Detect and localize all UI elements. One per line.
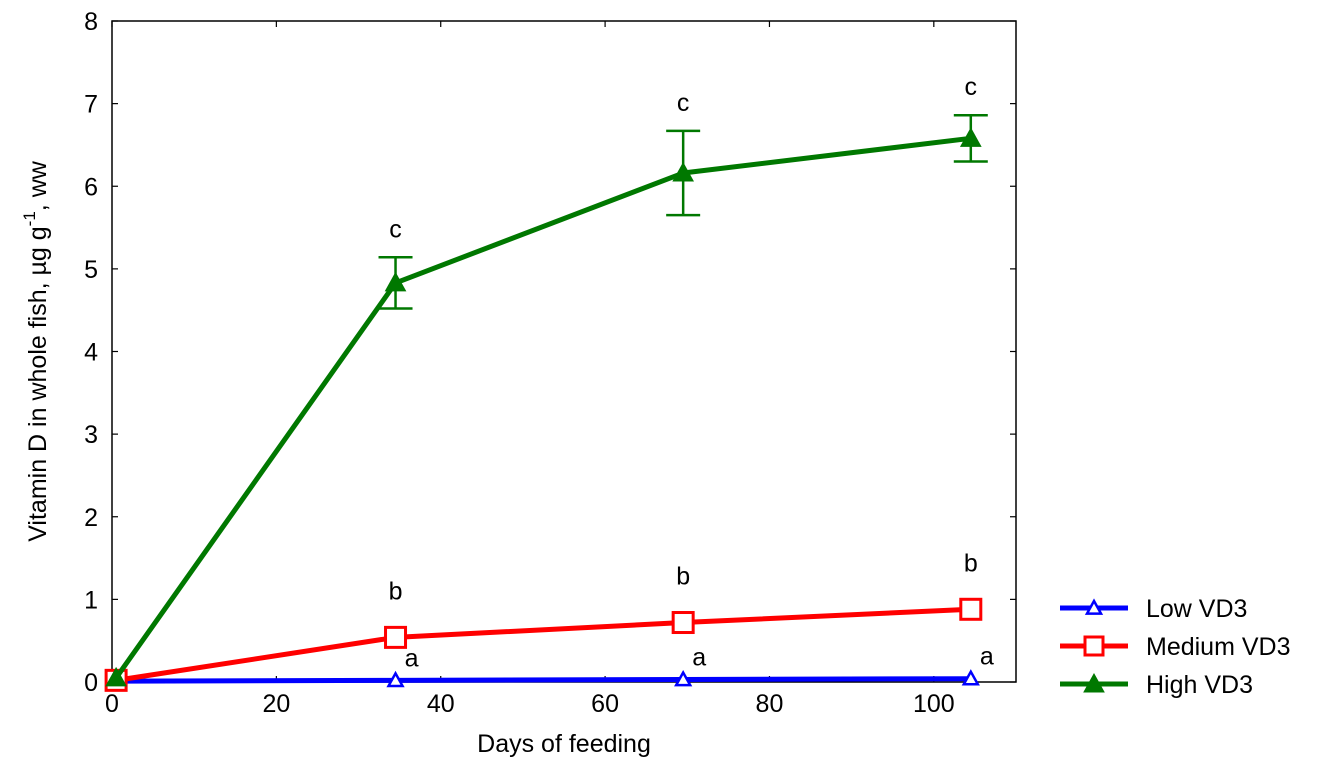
significance-letter: b: [964, 549, 978, 577]
legend: Low VD3 Medium VD3 High VD3: [1060, 595, 1291, 699]
y-tick-label: 7: [84, 91, 98, 119]
x-tick-label: 40: [427, 690, 455, 718]
series-line: [116, 676, 971, 684]
significance-letter: c: [389, 215, 402, 243]
significance-letter: a: [980, 643, 994, 671]
significance-letter: a: [405, 644, 419, 672]
y-tick-label: 5: [84, 256, 98, 284]
data-point: [1083, 672, 1105, 693]
data-point: [386, 670, 405, 688]
legend-item: High VD3: [1060, 671, 1253, 699]
x-tick-label: 80: [756, 690, 784, 718]
y-tick-label: 1: [84, 586, 98, 614]
series-line: [114, 135, 972, 680]
y-tick-label: 8: [84, 8, 98, 36]
data-point: [105, 666, 127, 687]
data-point: [1084, 598, 1104, 615]
data-point: [672, 162, 695, 182]
significance-letter: c: [677, 89, 690, 117]
series-line: [115, 606, 971, 683]
data-point: [384, 625, 408, 649]
y-tick-label: 4: [84, 339, 98, 367]
series-layer: a a a b b b c c c: [104, 73, 994, 692]
data-point: [961, 669, 980, 686]
y-tick-label: 3: [84, 421, 98, 449]
legend-label: High VD3: [1146, 671, 1253, 699]
y-tick-label: 6: [84, 173, 98, 201]
data-point: [671, 611, 695, 635]
x-axis-label: Days of feeding: [477, 730, 651, 758]
data-point: [674, 669, 693, 687]
legend-label: Low VD3: [1146, 595, 1247, 623]
significance-letter: b: [676, 563, 690, 591]
significance-letter: a: [692, 644, 706, 672]
series-high-vd3: c c c: [105, 73, 988, 687]
legend-item: Medium VD3: [1060, 633, 1291, 661]
legend-label: Medium VD3: [1146, 633, 1291, 661]
data-point: [959, 127, 982, 147]
legend-item: Low VD3: [1060, 595, 1247, 623]
data-point: [1083, 635, 1105, 657]
y-tick-label: 0: [84, 669, 98, 697]
x-tick-label: 60: [591, 690, 619, 718]
y-axis-label-main: Vitamin D in whole fish, µg g: [24, 226, 52, 541]
significance-letter: b: [389, 577, 403, 605]
x-tick-label: 100: [913, 690, 955, 718]
x-tick-label: 20: [262, 690, 290, 718]
plot-frame: [111, 20, 1017, 683]
y-axis-label-tail: , ww: [24, 160, 52, 211]
y-axis-label-superscript: -1: [20, 211, 39, 226]
x-tick-label: 0: [105, 690, 119, 718]
series-medium-vd3: b b b: [104, 549, 983, 692]
significance-letter: c: [965, 73, 978, 101]
data-point: [384, 271, 407, 292]
data-point: [959, 597, 983, 621]
y-tick-label: 2: [84, 504, 98, 532]
axes: 0 20 40 60 80 100 0 1 2 3 4 5 6 7 8 Days of feeding Vita…: [20, 8, 1017, 758]
y-axis-label: Vitamin D in whole fish, µg g-1, ww: [20, 160, 52, 542]
